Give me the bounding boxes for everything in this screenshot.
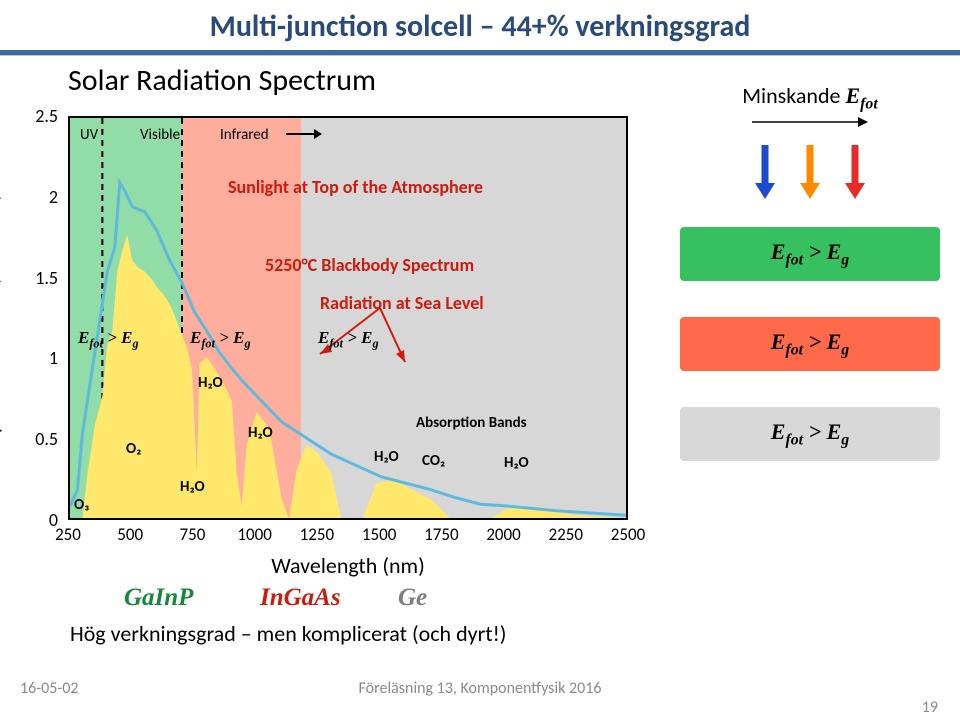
x-tick: 500: [117, 524, 143, 545]
label-h2o-3: H₂O: [180, 478, 205, 496]
footer-center: Föreläsning 13, Komponentfysik 2016: [0, 679, 960, 698]
minskande-heading: Minskande Efot: [680, 82, 940, 113]
y-tick: 2: [49, 186, 58, 208]
x-tick: 2000: [486, 524, 520, 545]
label-infrared: Infrared: [220, 126, 269, 144]
x-axis-label: Wavelength (nm): [68, 552, 628, 579]
slide-title: Multi-junction solcell – 44+% verkningsg…: [0, 8, 960, 45]
y-tick: 1: [49, 347, 58, 369]
x-tick: 2500: [611, 524, 645, 545]
footer-page: 19: [922, 698, 938, 717]
label-radiation-sea: Radiation at Sea Level: [320, 292, 484, 314]
color-arrows: [735, 143, 885, 199]
stack-bar-green-label: Efot > Eg: [771, 239, 849, 269]
footer: 16-05-02 Föreläsning 13, Komponentfysik …: [0, 679, 960, 698]
x-tick: 250: [55, 524, 81, 545]
y-tick: 1.5: [35, 267, 58, 289]
label-sunlight-top: Sunlight at Top of the Atmosphere: [228, 176, 483, 198]
stack-bar-green: Efot > Eg: [680, 227, 940, 281]
label-h2o-5: H₂O: [504, 454, 529, 472]
y-axis-label: Spectral Irradiance (W/m²/nm): [0, 116, 4, 520]
plot-area: UV Visible Infrared Sunlight at Top of t…: [68, 116, 628, 520]
label-h2o-4: H₂O: [374, 448, 399, 466]
material-gainp: GaInP: [124, 584, 193, 612]
x-tick: 750: [180, 524, 206, 545]
label-blackbody: 5250°C Blackbody Spectrum: [265, 254, 474, 276]
caption: Hög verkningsgrad – men komplicerat (och…: [70, 620, 506, 647]
stack-bar-red-label: Efot > Eg: [771, 329, 849, 359]
y-tick: 0.5: [35, 428, 58, 450]
x-axis: 2505007501000125015001750200022502500: [68, 520, 628, 548]
title-underline: [0, 50, 960, 56]
y-axis-label-text: Spectral Irradiance (W/m²/nm): [0, 194, 4, 442]
plot-energy-label-3: Efot > Eg: [318, 328, 379, 351]
material-ge: Ge: [398, 584, 427, 612]
chart-container: Solar Radiation Spectrum Spectral Irradi…: [8, 62, 648, 602]
label-visible: Visible: [140, 126, 180, 144]
x-tick: 2250: [549, 524, 583, 545]
label-h2o-1: H₂O: [198, 374, 223, 392]
label-o3: O₃: [74, 496, 89, 514]
x-tick: 1750: [424, 524, 458, 545]
stack-bar-red: Efot > Eg: [680, 317, 940, 371]
chart-title: Solar Radiation Spectrum: [68, 62, 648, 99]
material-ingaas: InGaAs: [260, 584, 341, 612]
stack-bar-gray: Efot > Eg: [680, 407, 940, 461]
label-h2o-2: H₂O: [248, 424, 273, 442]
plot-energy-label-2: Efot > Eg: [190, 328, 251, 351]
x-tick: 1000: [237, 524, 271, 545]
y-tick: 2.5: [35, 105, 58, 127]
right-panel: Minskande Efot Efot > Eg Efot > Eg Efot …: [680, 82, 940, 497]
minskande-arrow-icon: [750, 115, 870, 129]
plot-energy-label-1: Efot > Eg: [78, 328, 139, 351]
label-co2: CO₂: [422, 452, 445, 470]
infrared-arrow-icon: [286, 127, 322, 146]
y-axis: 00.511.522.5: [8, 116, 66, 520]
stack-bar-gray-label: Efot > Eg: [771, 419, 849, 449]
label-absorption: Absorption Bands: [416, 414, 527, 432]
x-tick: 1250: [300, 524, 334, 545]
x-tick: 1500: [362, 524, 396, 545]
footer-date: 16-05-02: [20, 679, 78, 698]
label-uv: UV: [80, 126, 98, 144]
label-o2: O₂: [126, 440, 141, 458]
